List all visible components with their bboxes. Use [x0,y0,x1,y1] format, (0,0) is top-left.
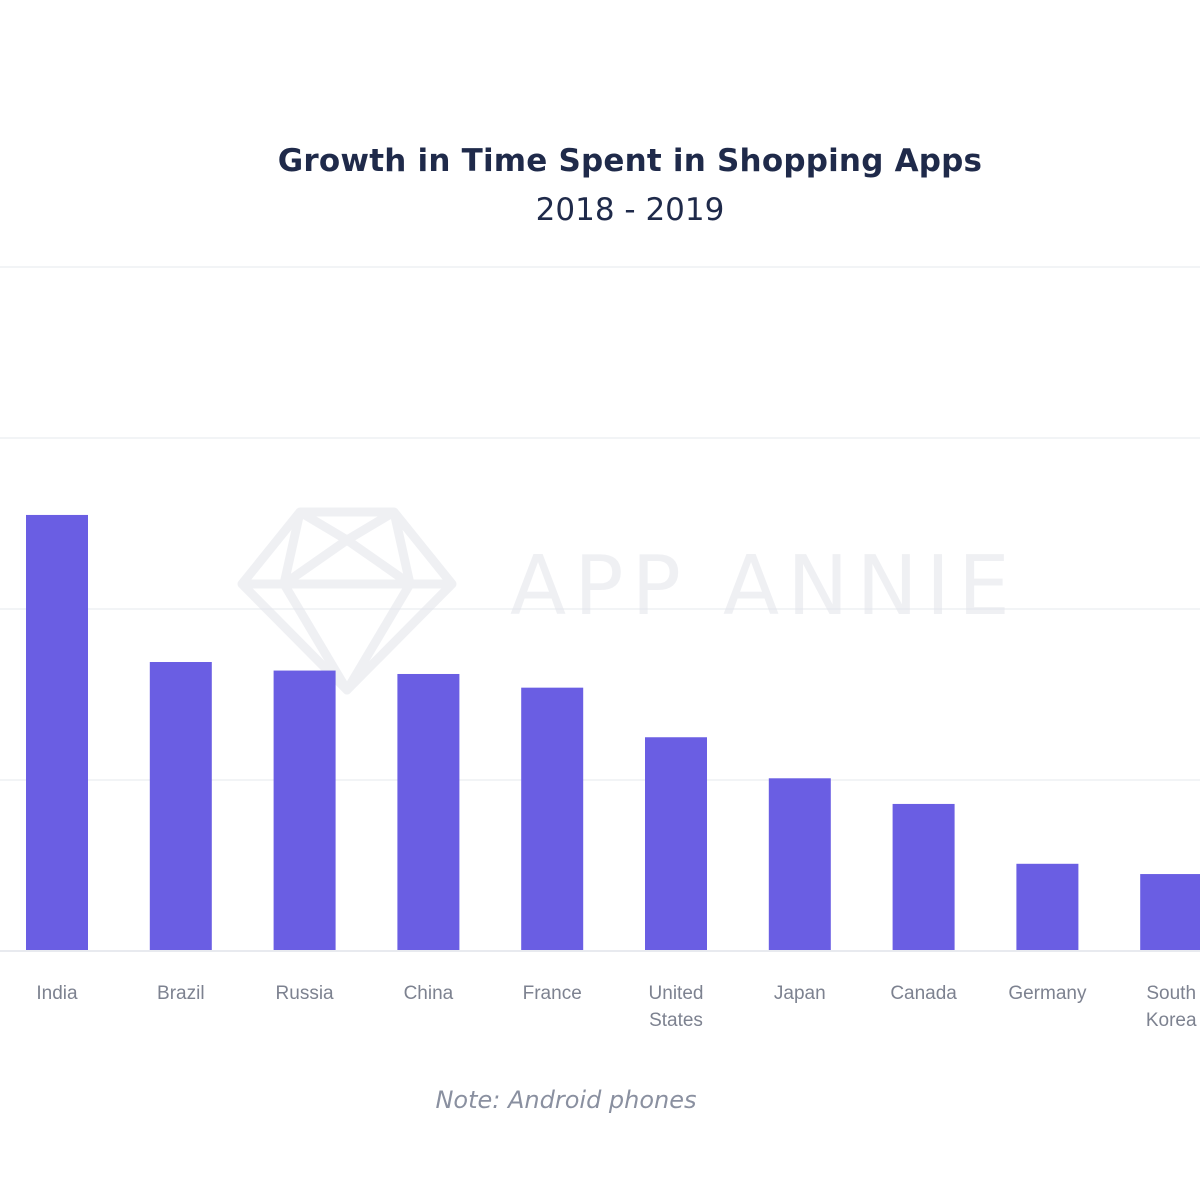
diamond-logo-icon [237,507,457,695]
x-tick-label: South Korea [1146,983,1197,1031]
chart-title: Growth in Time Spent in Shopping Apps [277,143,983,179]
watermark-text: APP ANNIE [510,539,1018,634]
bar-india [26,514,88,951]
bar-china [397,673,460,951]
bar-france [521,687,584,951]
x-tick-labels: India Brazil Russia China France United States… [36,983,1197,1031]
x-tick-label: China [404,983,454,1004]
x-tick-label: United States [649,983,704,1031]
bar-south-korea [1140,874,1200,951]
bar-germany [1016,863,1079,951]
app-annie-watermark: APP ANNIE [237,507,1018,695]
x-tick-label: Germany [1008,983,1087,1004]
bar-russia [273,670,336,951]
x-tick-label: India [36,983,78,1004]
x-tick-label: Russia [276,983,335,1004]
bar-japan [768,778,831,951]
bars [26,514,1200,951]
chart-subtitle: 2018 - 2019 [535,192,725,228]
bar-brazil [149,662,212,951]
x-tick-label: France [523,983,582,1004]
bar-canada [892,803,955,951]
x-tick-label: Japan [774,983,826,1004]
bar-united-states [645,737,707,951]
x-tick-label: Brazil [157,983,205,1004]
x-tick-label: Canada [890,983,957,1004]
chart-note: Note: Android phones [435,1086,697,1114]
